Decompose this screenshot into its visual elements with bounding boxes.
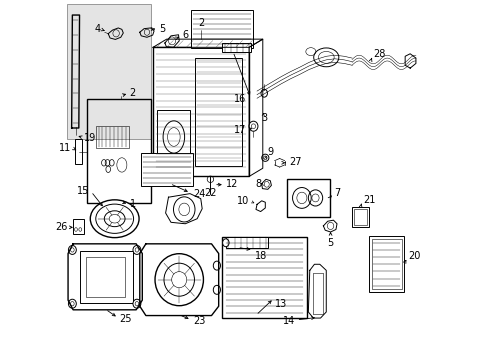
Bar (190, 10, 253, 48)
Bar (225, 237, 267, 248)
Text: 15: 15 (77, 186, 89, 196)
Text: 5: 5 (327, 238, 333, 248)
Bar (222, 237, 306, 318)
Text: 2: 2 (129, 88, 136, 98)
Bar (157, 110, 190, 166)
Bar (75, 139, 82, 164)
Text: 12: 12 (226, 179, 238, 189)
Text: 18: 18 (254, 251, 266, 261)
Ellipse shape (248, 121, 258, 131)
Ellipse shape (90, 200, 139, 238)
Ellipse shape (213, 285, 220, 294)
Text: 11: 11 (59, 143, 72, 153)
Bar (86, 257, 125, 297)
Bar (80, 251, 132, 303)
Text: 14: 14 (282, 316, 294, 325)
Text: 25: 25 (120, 314, 132, 324)
Text: 7: 7 (333, 188, 340, 198)
Ellipse shape (173, 197, 195, 222)
Text: 6: 6 (183, 31, 188, 40)
Bar (351, 207, 368, 227)
Text: 22: 22 (204, 188, 216, 198)
Ellipse shape (133, 299, 141, 308)
Text: 24: 24 (193, 189, 205, 199)
Text: 16: 16 (234, 94, 246, 104)
Bar (371, 239, 401, 289)
Bar (286, 179, 329, 217)
Text: 5: 5 (159, 24, 165, 34)
Bar (368, 236, 404, 292)
Bar (73, 220, 83, 234)
Ellipse shape (68, 246, 76, 255)
Ellipse shape (68, 299, 76, 308)
Bar (67, 4, 151, 139)
Bar (86, 99, 151, 203)
Text: 21: 21 (362, 195, 374, 205)
Text: 19: 19 (84, 133, 96, 143)
Ellipse shape (261, 89, 267, 97)
Bar (96, 126, 128, 148)
Text: 17: 17 (233, 125, 246, 135)
Text: 20: 20 (408, 251, 420, 261)
Text: 4: 4 (94, 24, 100, 34)
Text: 23: 23 (192, 316, 205, 325)
Text: 2: 2 (198, 18, 204, 28)
Text: 13: 13 (274, 299, 286, 309)
Ellipse shape (133, 246, 141, 255)
Bar (353, 209, 366, 225)
Text: 28: 28 (373, 49, 385, 59)
Text: 3: 3 (261, 113, 267, 123)
Bar (195, 58, 242, 166)
Ellipse shape (155, 254, 203, 306)
Text: 9: 9 (267, 147, 273, 157)
Ellipse shape (213, 261, 220, 270)
Text: 26: 26 (55, 222, 67, 232)
Text: 1: 1 (129, 199, 136, 210)
Text: 8: 8 (255, 179, 261, 189)
Text: 10: 10 (237, 196, 249, 206)
Bar (153, 47, 249, 176)
Ellipse shape (222, 239, 228, 247)
Bar (222, 42, 250, 51)
Bar (141, 153, 193, 186)
Text: 27: 27 (289, 157, 301, 167)
